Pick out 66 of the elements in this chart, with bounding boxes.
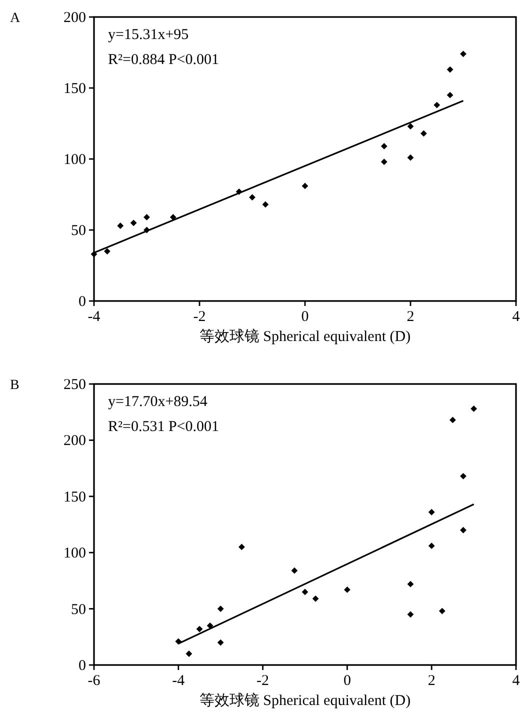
- annotation: R²=0.531 P<0.001: [108, 419, 220, 435]
- point: [217, 639, 224, 646]
- chart-title: B: [10, 378, 20, 393]
- x-tick-label: -4: [172, 673, 186, 689]
- point: [262, 201, 269, 208]
- point: [104, 248, 110, 254]
- y-tick-label: 50: [71, 223, 86, 239]
- x-tick-label: -6: [88, 673, 101, 689]
- x-axis-title: 等效球镜 Spherical equivalent (D): [199, 328, 411, 345]
- point: [302, 588, 308, 596]
- y-tick-label: 100: [64, 152, 86, 168]
- point: [291, 567, 298, 574]
- x-tick-label: 0: [301, 309, 309, 325]
- x-tick-label: 4: [512, 309, 520, 325]
- point: [344, 586, 350, 593]
- annotation: y=15.31x+95: [108, 27, 189, 43]
- y-tick-label: 200: [64, 433, 86, 450]
- point: [238, 544, 245, 550]
- annotation: R²=0.884 P<0.001: [108, 52, 220, 68]
- point: [450, 416, 456, 424]
- point: [130, 220, 137, 226]
- x-tick-label: -2: [256, 673, 270, 689]
- y-tick-label: 0: [78, 294, 86, 310]
- point: [380, 143, 388, 150]
- y-tick-label: 0: [78, 658, 86, 674]
- point: [407, 154, 414, 161]
- point: [206, 622, 214, 629]
- point: [460, 472, 466, 480]
- y-tick-label: 250: [64, 377, 86, 393]
- y-tick-label: 50: [71, 602, 86, 618]
- point: [420, 130, 427, 137]
- point: [144, 214, 150, 220]
- point: [470, 406, 477, 412]
- x-tick-label: 0: [343, 673, 351, 689]
- point: [460, 526, 466, 534]
- point: [249, 194, 256, 201]
- x-axis-title: 等效球镜 Spherical equivalent (D): [199, 692, 411, 709]
- point: [460, 50, 466, 58]
- point: [196, 626, 203, 632]
- x-tick-label: -4: [88, 309, 101, 325]
- x-tick-label: 2: [428, 673, 436, 689]
- y-tick-label: 150: [64, 81, 86, 97]
- point: [380, 158, 388, 166]
- point: [428, 542, 435, 550]
- point: [434, 102, 440, 108]
- point: [407, 611, 414, 618]
- y-tick-label: 150: [64, 489, 86, 506]
- point: [170, 214, 176, 220]
- point: [186, 650, 192, 657]
- point: [302, 182, 308, 190]
- point: [217, 606, 224, 612]
- x-tick-label: -2: [193, 309, 206, 325]
- point: [446, 92, 454, 98]
- point: [117, 222, 124, 229]
- x-tick-label: 4: [512, 673, 520, 689]
- point: [407, 580, 414, 588]
- point: [428, 508, 435, 516]
- point: [312, 595, 319, 602]
- y-tick-label: 100: [64, 546, 86, 562]
- x-tick-label: 2: [406, 309, 414, 325]
- point: [438, 608, 446, 614]
- point: [446, 66, 454, 73]
- chart-title: A: [10, 11, 21, 26]
- annotation: y=17.70x+89.54: [108, 394, 208, 410]
- point: [407, 123, 414, 130]
- y-tick-label: 200: [64, 10, 86, 26]
